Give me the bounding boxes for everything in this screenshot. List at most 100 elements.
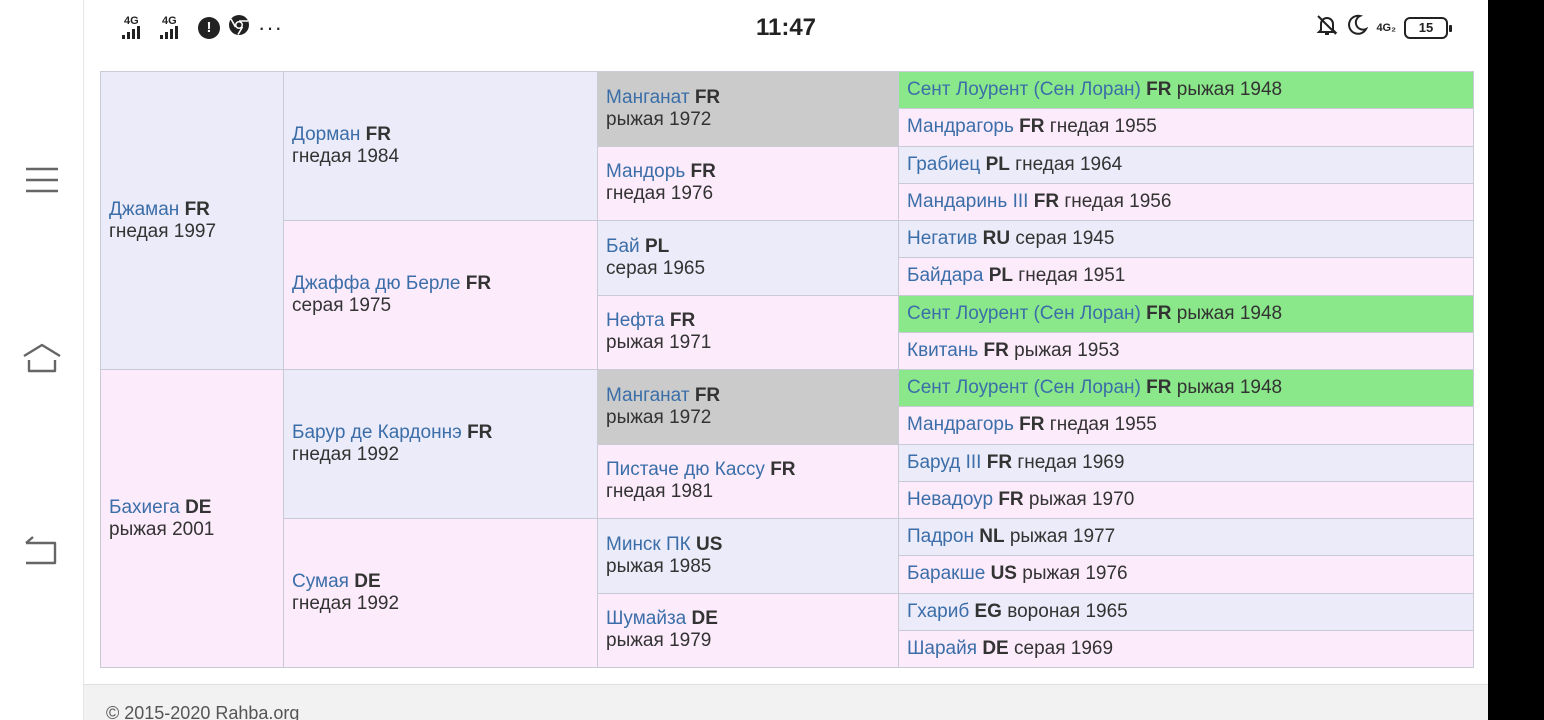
horse-color-year: гнедая 1955 [1049, 414, 1157, 436]
pedigree-cell-gen4: Шарайя DE серая 1969 [898, 629, 1474, 669]
horse-color-year: рыжая 1971 [606, 332, 712, 354]
country-code: US [696, 533, 723, 555]
horse-name-link[interactable]: Бахиега [109, 496, 180, 518]
pedigree-cell-gen4: Негатив RU серая 1945 [898, 219, 1474, 259]
horse-name-link[interactable]: Бай [606, 235, 640, 257]
country-code: PL [988, 265, 1013, 287]
horse-color-year: гнедая 1951 [1018, 265, 1126, 287]
country-code: US [990, 563, 1017, 585]
country-code: FR [669, 310, 696, 332]
horse-name-link[interactable]: Мандрагорь [907, 414, 1014, 436]
horse-name-link[interactable]: Баруp де Кардоннэ [292, 422, 462, 443]
horse-color-year: рыжая 1953 [1014, 339, 1120, 361]
horse-name-link[interactable]: Джаффа дю Берле [292, 273, 461, 294]
status-bar: 4G 4G ! ··· 11:47 4G₂ 15 [84, 0, 1488, 56]
pedigree-cell-gen3: Шумайза DE рыжая 1979 [597, 592, 899, 668]
country-code: DE [982, 637, 1009, 659]
pedigree-table: Джаман FR гнедая 1997 Дорман FR гнедая 1984… [100, 70, 1474, 669]
horse-name-link[interactable]: Невадоур [907, 488, 994, 510]
horse-color-year: вороная 1965 [1007, 600, 1128, 622]
pedigree-cell-gen1: Бахиега DE рыжая 2001 [100, 369, 284, 668]
horse-color-year: гнедая 1969 [1017, 451, 1125, 473]
pedigree-cell-gen2: Сумая DE гнедая 1992 [283, 518, 598, 668]
signal-icon: 4G [160, 15, 190, 41]
horse-name-link[interactable]: Падрон [907, 526, 974, 548]
horse-name-link[interactable]: Мандорь [606, 161, 686, 183]
horse-name-link[interactable]: Дорман [292, 124, 361, 145]
horse-name-link[interactable]: Баруд III [907, 451, 982, 473]
table-row: Мандаринь III FR гнедая 1956 [101, 182, 1474, 222]
horse-color-year: серая 1969 [1014, 637, 1114, 659]
country-code: FR [465, 273, 492, 294]
horse-name-link[interactable]: Сент Лоурент (Сен Лоран) [907, 377, 1141, 399]
back-icon[interactable] [22, 530, 62, 570]
horse-name-link[interactable]: Нефта [606, 310, 665, 332]
country-code: FR [694, 86, 721, 108]
menu-icon[interactable] [22, 160, 62, 200]
horse-name-link[interactable]: Мандрагорь [907, 116, 1014, 138]
horse-name-link[interactable]: Джаман [109, 198, 180, 220]
horse-name-link[interactable]: Шумайза [606, 608, 687, 630]
horse-color-year: гнедая 1976 [606, 183, 714, 205]
pedigree-cell-gen3: Манганат FR рыжая 1972 [597, 71, 899, 147]
horse-color-year: гнедая 1981 [606, 481, 714, 503]
pedigree-cell-gen4: Мандаринь III FR гнедая 1956 [898, 182, 1474, 222]
pedigree-cell-gen4: Байдара PL гнедая 1951 [898, 257, 1474, 296]
horse-name-link[interactable]: Грабиец [907, 153, 981, 175]
alert-icon: ! [198, 16, 220, 39]
pedigree-cell-gen4: Сент Лоурент (Сен Лоран) FR рыжая 1948 [898, 368, 1474, 408]
pedigree-cell-gen4: Квитань FR рыжая 1953 [898, 331, 1474, 371]
horse-color-year: гнедая 1992 [292, 444, 400, 465]
horse-name-link[interactable]: Гхариб [907, 600, 970, 622]
horse-name-link[interactable]: Пистаче дю Кассу [606, 459, 765, 481]
horse-color-year: рыжая 1972 [606, 108, 712, 130]
horse-name-link[interactable]: Негатив [907, 228, 978, 250]
country-code: RU [982, 228, 1011, 250]
country-code: FR [1146, 79, 1172, 101]
horse-name-link[interactable]: Квитань [907, 339, 979, 361]
pedigree-cell-gen2: Дорман FR гнедая 1984 [283, 71, 598, 221]
table-row: Шарайя DE серая 1969 [101, 629, 1474, 669]
pedigree-cell-gen4: Падрон NL рыжая 1977 [898, 517, 1474, 557]
pedigree-cell-gen2: Джаффа дю Берле FR серая 1975 [283, 220, 598, 370]
country-code: FR [1146, 377, 1172, 399]
horse-color-year: гнедая 1997 [109, 220, 217, 242]
table-row: Нефта FR рыжая 1971 Сент Лоурент (Сен Лора… [101, 294, 1474, 370]
screen-edge [1488, 0, 1544, 720]
horse-color-year: рыжая 1977 [1009, 526, 1116, 548]
horse-name-link[interactable]: Манганат [606, 384, 690, 406]
pedigree-cell-gen3: Нефта FR рыжая 1971 [597, 294, 899, 370]
network-type-icon: 4G₂ [1376, 21, 1396, 34]
horse-name-link[interactable]: Мандаринь III [907, 190, 1029, 212]
horse-name-link[interactable]: Шарайя [907, 637, 978, 659]
pedigree-cell-gen1: Джаман FR гнедая 1997 [100, 71, 284, 370]
horse-name-link[interactable]: Сент Лоурент (Сен Лоран) [907, 79, 1141, 101]
country-code: FR [1019, 414, 1045, 436]
system-nav-rail [0, 0, 84, 720]
horse-color-year: серая 1945 [1015, 228, 1115, 250]
do-not-disturb-moon-icon [1346, 14, 1369, 41]
pedigree-cell-gen2: Баруp де Кардоннэ FR гнедая 1992 [283, 369, 598, 519]
horse-color-year: рыжая 1972 [606, 406, 712, 428]
horse-name-link[interactable]: Манганат [606, 86, 690, 108]
country-code: FR [1146, 302, 1172, 324]
horse-name-link[interactable]: Сент Лоурент (Сен Лоран) [907, 302, 1141, 324]
pedigree-cell-gen4: Грабиец PL гнедая 1964 [898, 145, 1474, 184]
country-code: DE [185, 496, 212, 518]
horse-color-year: рыжая 1976 [1022, 563, 1128, 585]
horse-color-year: рыжая 1970 [1028, 488, 1135, 510]
country-code: FR [1019, 116, 1045, 138]
horse-name-link[interactable]: Минск ПК [606, 533, 691, 555]
pedigree-cell-gen4: Сент Лоурент (Сен Лоран) FR рыжая 1948 [898, 294, 1474, 333]
horse-name-link[interactable]: Сумая [292, 571, 349, 592]
table-row: Мандрагорь FR гнедая 1955 [101, 108, 1474, 147]
table-row: Шумайза DE рыжая 1979 Гхариб EG вороная 19… [101, 592, 1474, 668]
country-code: FR [1033, 190, 1060, 212]
horse-name-link[interactable]: Байдара [907, 265, 984, 287]
home-icon[interactable] [22, 338, 62, 378]
country-code: FR [770, 459, 796, 481]
horse-color-year: гнедая 1955 [1049, 116, 1157, 138]
country-code: FR [986, 451, 1013, 473]
pedigree-cell-gen4: Сент Лоурент (Сен Лоран) FR рыжая 1948 [898, 70, 1474, 110]
horse-name-link[interactable]: Баракше [907, 563, 986, 585]
